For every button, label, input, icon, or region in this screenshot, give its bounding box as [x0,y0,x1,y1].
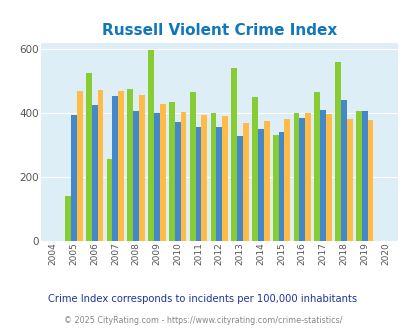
Bar [65,196,71,241]
Bar [263,121,269,241]
Bar [107,158,112,241]
Text: Crime Index corresponds to incidents per 100,000 inhabitants: Crime Index corresponds to incidents per… [48,294,357,304]
Bar [305,114,310,241]
Bar [257,129,263,241]
Title: Russell Violent Crime Index: Russell Violent Crime Index [101,22,336,38]
Text: © 2025 CityRating.com - https://www.cityrating.com/crime-statistics/: © 2025 CityRating.com - https://www.city… [64,316,341,325]
Bar [139,95,145,241]
Bar [252,97,257,241]
Bar [153,113,160,241]
Bar [284,118,290,241]
Bar [97,90,103,241]
Bar [77,91,82,241]
Bar [325,114,331,241]
Bar [278,132,284,241]
Bar [231,68,237,241]
Bar [168,102,175,241]
Bar [189,92,195,241]
Bar [313,92,320,241]
Bar [127,89,133,241]
Bar [367,120,373,241]
Bar [293,113,298,241]
Bar [346,118,352,241]
Bar [112,96,118,241]
Bar [340,100,346,241]
Bar [195,127,201,241]
Bar [148,50,153,241]
Bar [242,123,248,241]
Bar [361,111,367,241]
Bar [298,118,305,241]
Bar [334,62,340,241]
Bar [175,122,180,241]
Bar [201,115,207,241]
Bar [71,115,77,241]
Bar [320,110,325,241]
Bar [133,111,139,241]
Bar [272,135,278,241]
Bar [180,112,186,241]
Bar [222,116,227,241]
Bar [86,73,92,241]
Bar [118,91,124,241]
Bar [355,111,361,241]
Bar [237,136,242,241]
Bar [160,104,165,241]
Bar [216,127,222,241]
Bar [92,105,97,241]
Bar [210,113,216,241]
